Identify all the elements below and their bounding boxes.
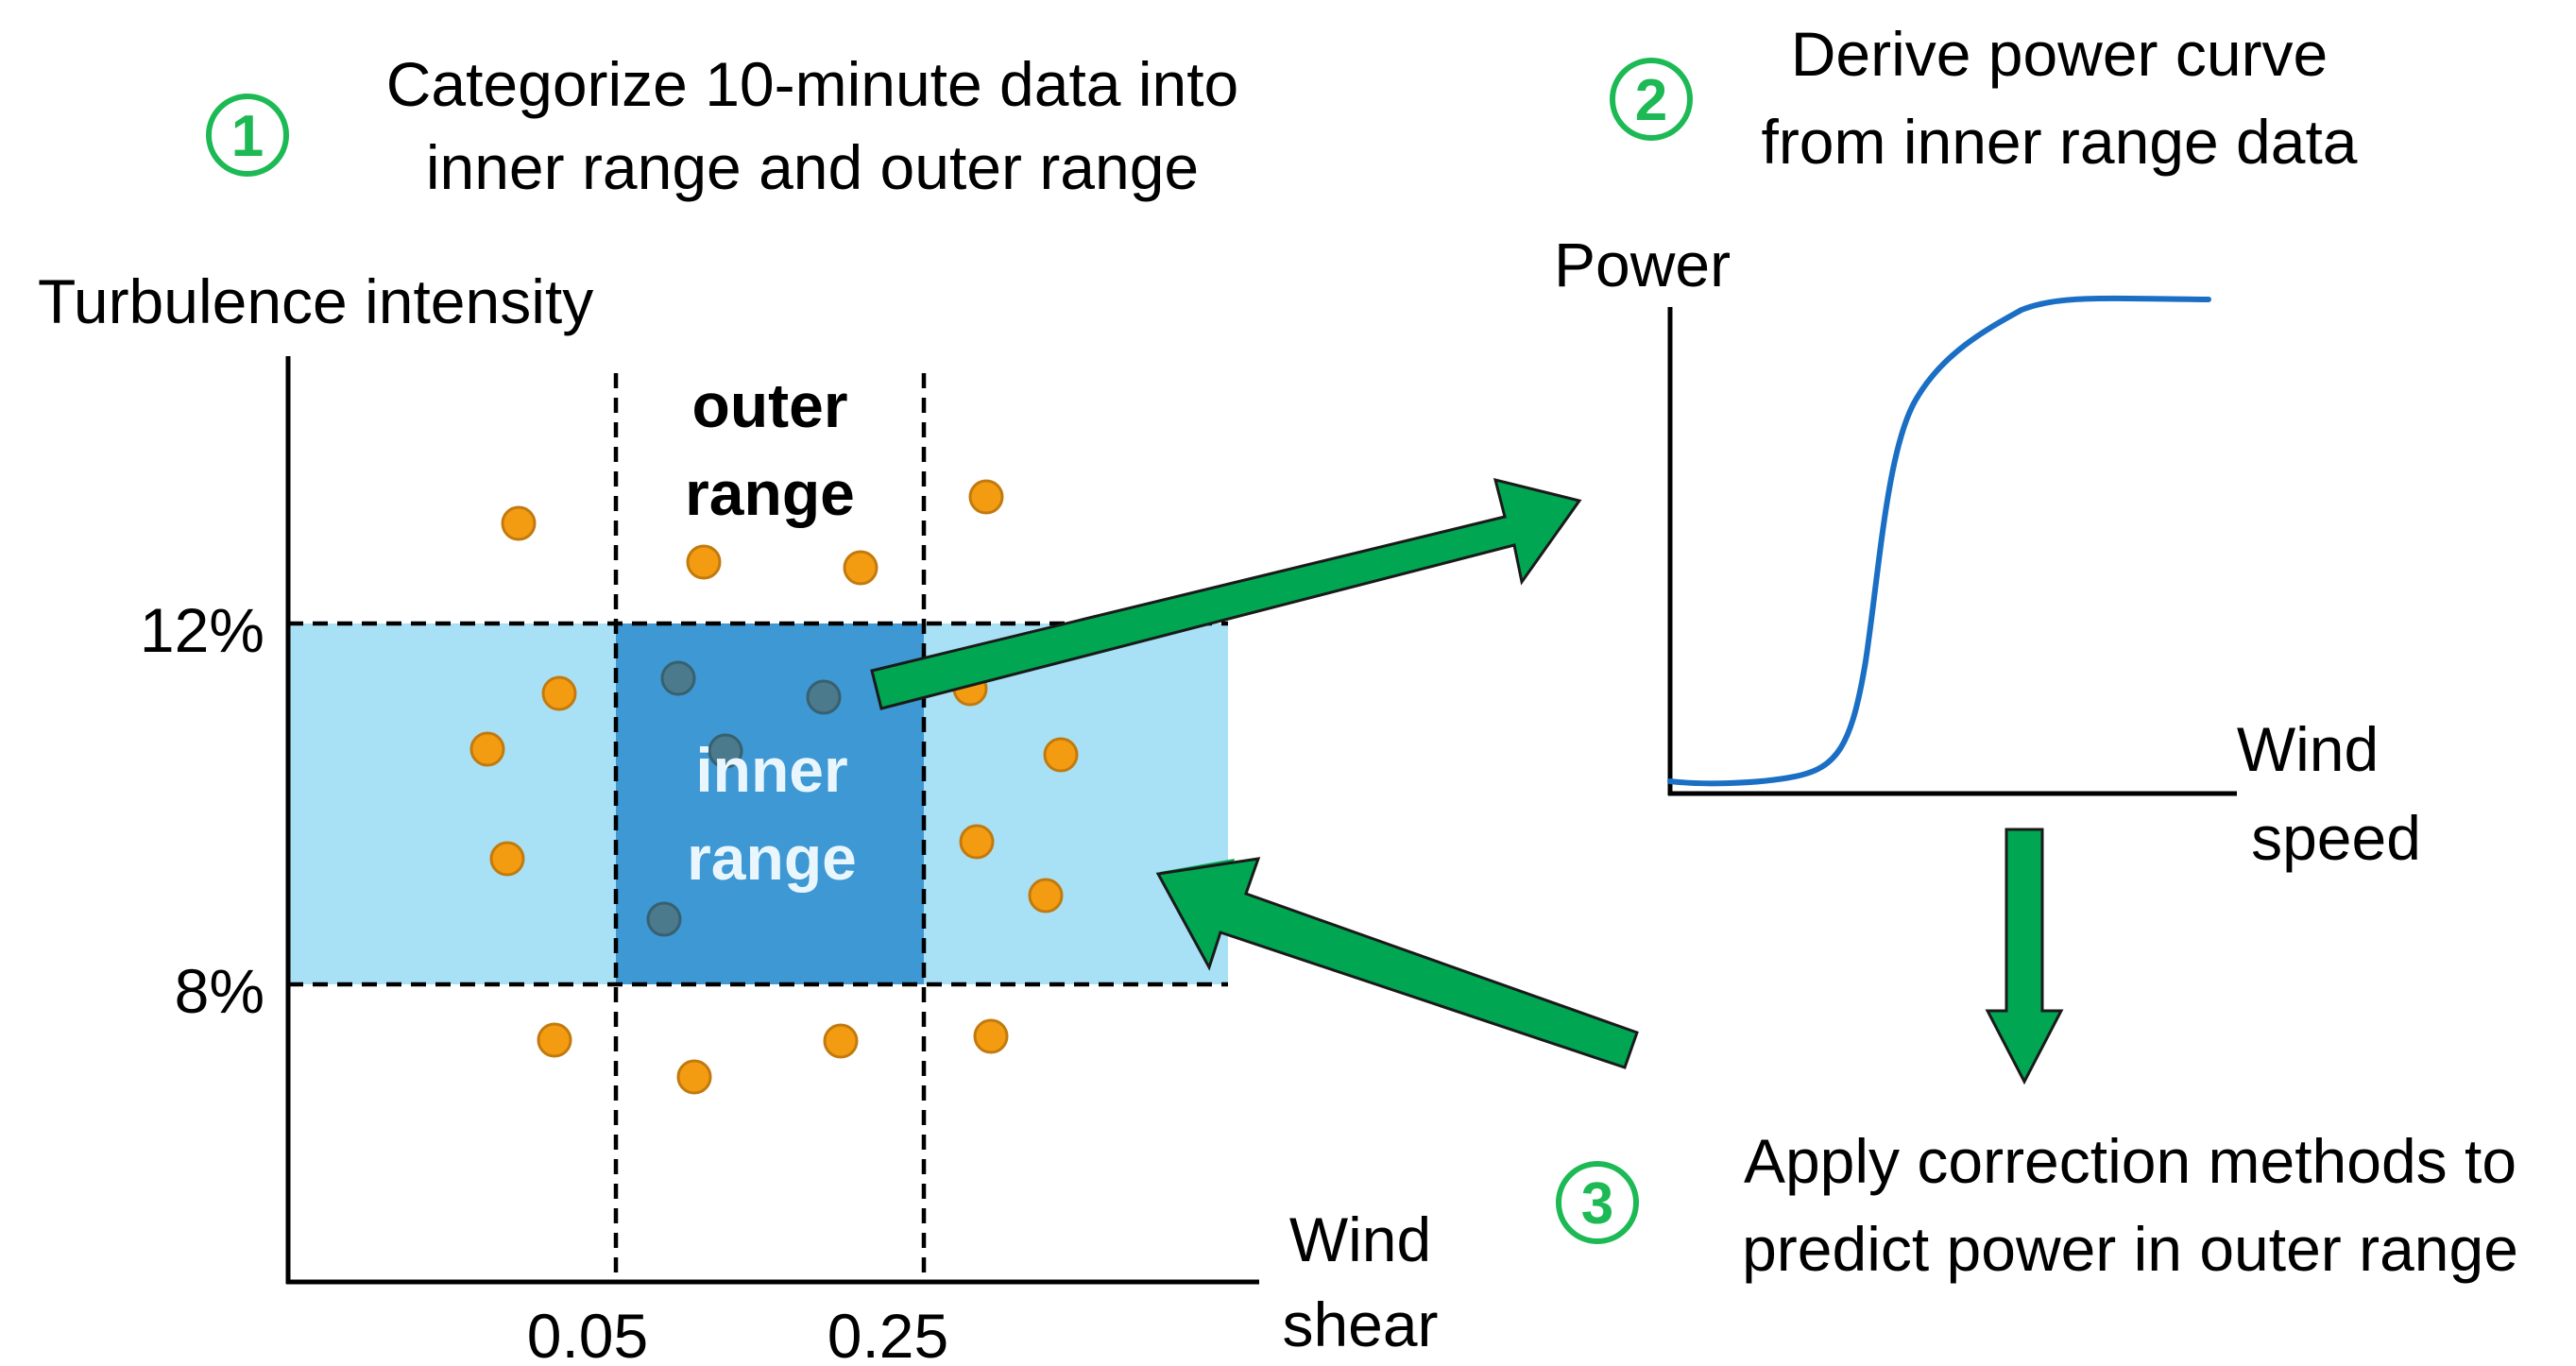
data-point — [843, 550, 879, 586]
power-x-axis-label-line2: speed — [2251, 803, 2421, 873]
data-point — [501, 505, 537, 541]
data-point — [686, 544, 722, 580]
arrow-to-step3 — [1985, 828, 2064, 1085]
step2-heading: 2 Derive power curve from inner range da… — [1610, 19, 2358, 177]
data-point — [1043, 737, 1079, 773]
step3-number: 3 — [1581, 1171, 1613, 1237]
x-tick-005: 0.05 — [527, 1301, 648, 1366]
step3-title-line2: predict power in outer range — [1742, 1214, 2518, 1284]
data-points — [469, 479, 1079, 1095]
data-point-inner — [708, 733, 743, 769]
step1-title-line2: inner range and outer range — [426, 132, 1199, 202]
scatter-y-axis-label: Turbulence intensity — [38, 266, 593, 336]
data-point — [973, 1018, 1009, 1054]
y-tick-8: 8% — [175, 956, 264, 1026]
arrow-to-outer-range-shaft — [1155, 857, 1639, 1069]
power-y-axis-label: Power — [1554, 230, 1731, 299]
arrow-left-up-icon — [1155, 857, 1639, 1069]
power-x-axis-label-line1: Wind — [2237, 714, 2379, 784]
x-tick-025: 0.25 — [827, 1301, 948, 1366]
step1-heading: 1 Categorize 10-minute data into inner r… — [206, 49, 1239, 202]
step1-number: 1 — [231, 104, 264, 169]
arrow-right-up-icon — [870, 477, 1582, 710]
data-point — [469, 731, 505, 767]
outer-range-label-line2: range — [685, 458, 855, 528]
data-point — [1028, 878, 1064, 914]
data-point — [968, 479, 1004, 515]
inner-range-label-line1: inner — [695, 735, 847, 805]
data-point — [537, 1022, 572, 1058]
scatter-plot: Turbulence intensity — [38, 266, 1439, 1366]
data-point — [959, 824, 995, 860]
arrow-down-icon — [1985, 828, 2064, 1085]
step1-number-circle — [206, 94, 289, 177]
inner-range-label-line2: range — [687, 823, 857, 893]
y-tick-12: 12% — [140, 595, 264, 665]
outer-range-label-line1: outer — [692, 370, 848, 440]
data-point — [823, 1023, 859, 1059]
step2-title-line1: Derive power curve — [1791, 19, 2329, 89]
data-point — [541, 675, 577, 711]
data-point — [676, 1059, 712, 1095]
data-point — [489, 841, 525, 877]
scatter-x-axis-label-line2: shear — [1282, 1289, 1438, 1359]
data-point-inner — [646, 901, 682, 937]
step2-number-circle — [1610, 58, 1693, 141]
step2-number: 2 — [1635, 68, 1667, 133]
step2-title-line2: from inner range data — [1761, 107, 2357, 177]
scatter-x-axis-label-line1: Wind — [1289, 1204, 1431, 1274]
step1-title-line1: Categorize 10-minute data into — [386, 49, 1239, 119]
power-curve-line — [1667, 295, 2211, 787]
power-curve-plot: Power Wind speed — [1554, 230, 2421, 873]
step3-title-line1: Apply correction methods to — [1744, 1126, 2516, 1196]
arrow-to-power-curve — [870, 477, 1582, 710]
step3-heading: 3 Apply correction methods to predict po… — [1556, 1126, 2518, 1284]
data-point-inner — [660, 660, 696, 696]
step3-number-circle — [1556, 1161, 1639, 1244]
data-point-inner — [806, 679, 842, 715]
